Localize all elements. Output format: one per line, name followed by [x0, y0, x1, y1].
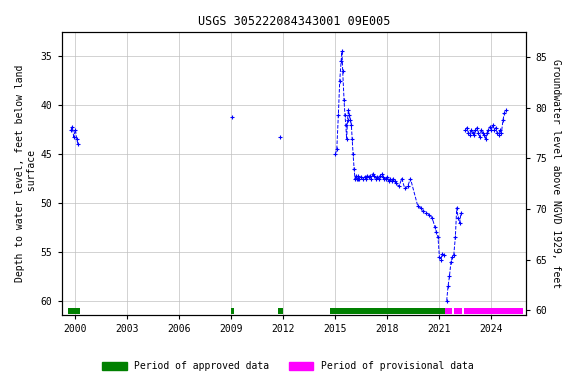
- Y-axis label: Depth to water level, feet below land
 surface: Depth to water level, feet below land su…: [15, 65, 37, 282]
- Y-axis label: Groundwater level above NGVD 1929, feet: Groundwater level above NGVD 1929, feet: [551, 59, 561, 288]
- Legend: Period of approved data, Period of provisional data: Period of approved data, Period of provi…: [98, 358, 478, 375]
- Title: USGS 305222084343001 09E005: USGS 305222084343001 09E005: [198, 15, 390, 28]
